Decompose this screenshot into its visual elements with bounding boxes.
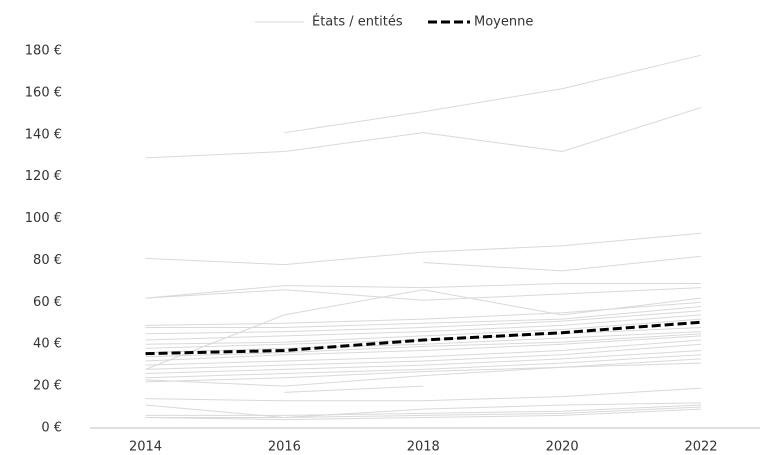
series-line	[145, 387, 702, 402]
series-line	[145, 318, 702, 345]
series-line	[145, 335, 702, 362]
series-line	[145, 406, 702, 419]
series-line	[145, 314, 702, 341]
series-line	[145, 339, 702, 366]
y-tick-label: 180 €	[25, 44, 62, 59]
series-line	[284, 385, 424, 393]
series-line	[145, 310, 702, 335]
y-tick-label: 0 €	[41, 421, 62, 436]
series-line	[423, 255, 702, 272]
series-line	[145, 362, 701, 383]
y-tick-label: 100 €	[25, 211, 62, 226]
y-tick-label: 60 €	[33, 295, 62, 310]
x-tick-label: 2016	[268, 440, 301, 455]
x-tick-label: 2020	[546, 440, 579, 455]
x-tick-label: 2014	[129, 440, 162, 455]
series-line	[145, 282, 701, 299]
y-tick-label: 80 €	[33, 253, 62, 268]
legend-label: États / entités	[312, 14, 403, 30]
y-tick-label: 20 €	[33, 379, 62, 394]
series-line	[145, 306, 702, 328]
y-tick-label: 40 €	[33, 337, 62, 352]
series-line	[145, 333, 702, 358]
x-tick-label: 2022	[684, 440, 717, 455]
series-line	[145, 343, 702, 370]
series-line	[145, 107, 702, 159]
series-line	[284, 54, 702, 134]
series-line	[145, 404, 702, 416]
series-line	[145, 358, 702, 387]
x-tick-label: 2018	[407, 440, 440, 455]
y-tick-label: 120 €	[25, 169, 62, 184]
series-line	[145, 301, 702, 326]
series-line	[145, 320, 702, 356]
y-tick-label: 140 €	[25, 127, 62, 142]
series-line	[145, 408, 702, 421]
series-line	[145, 331, 702, 354]
series-line	[145, 402, 701, 419]
legend-label: Moyenne	[474, 15, 533, 30]
series-line	[145, 287, 702, 301]
series-line	[145, 232, 702, 266]
series-line	[145, 354, 702, 379]
y-tick-label: 160 €	[25, 85, 62, 100]
series-line	[145, 350, 702, 375]
